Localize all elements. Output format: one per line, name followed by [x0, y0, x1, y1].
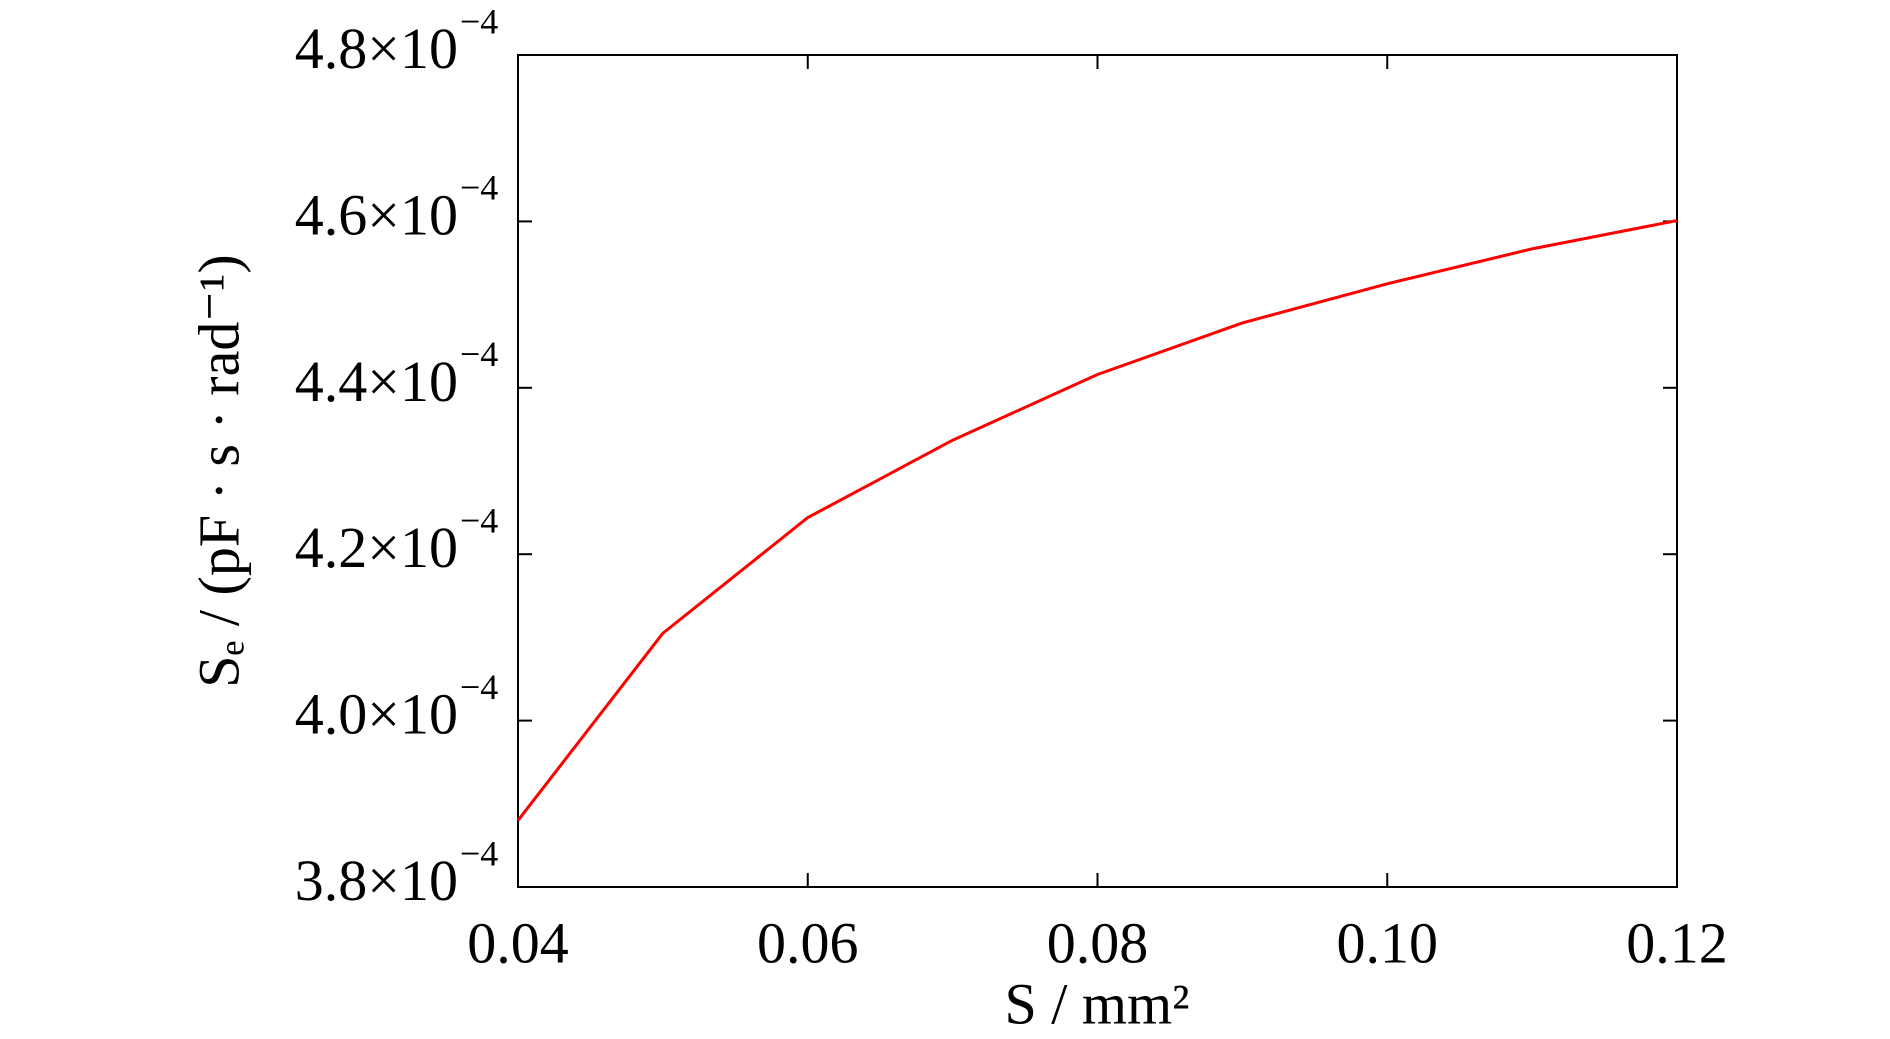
x-tick-label: 0.04: [467, 910, 569, 975]
plot-frame: [517, 54, 1678, 888]
y-tick-label: 4.4×10: [295, 349, 458, 414]
y-tick-exponent: −4: [460, 1, 498, 41]
y-tick-exponent: −4: [460, 334, 498, 374]
x-axis-label: S / mm²: [1005, 971, 1190, 1036]
x-tick-label: 0.10: [1337, 910, 1439, 975]
y-tick-exponent: −4: [460, 833, 498, 873]
y-tick-mantissa: 4.8×10: [295, 16, 458, 81]
y-tick-mantissa: 4.0×10: [295, 682, 458, 747]
y-tick-mantissa: 4.2×10: [295, 516, 458, 581]
y-tick-exponent: −4: [460, 500, 498, 540]
data-line: [516, 219, 1678, 822]
y-tick-mantissa: 4.4×10: [295, 349, 458, 414]
y-tick-exponent: −4: [460, 667, 498, 707]
y-axis-label: Sₑ / (pF · s · rad⁻¹): [186, 254, 251, 687]
y-tick-label: 4.6×10: [295, 183, 458, 248]
x-tick-label: 0.08: [1047, 910, 1149, 975]
y-tick-label: 4.0×10: [295, 682, 458, 747]
y-tick-label: 3.8×10: [295, 848, 458, 913]
y-tick-exponent: −4: [460, 168, 498, 208]
x-tick-label: 0.06: [757, 910, 859, 975]
y-tick-label: 4.8×10: [295, 16, 458, 81]
x-tick-label: 0.12: [1626, 910, 1728, 975]
y-tick-label: 4.2×10: [295, 516, 458, 581]
y-tick-mantissa: 3.8×10: [295, 848, 458, 913]
y-tick-mantissa: 4.6×10: [295, 183, 458, 248]
